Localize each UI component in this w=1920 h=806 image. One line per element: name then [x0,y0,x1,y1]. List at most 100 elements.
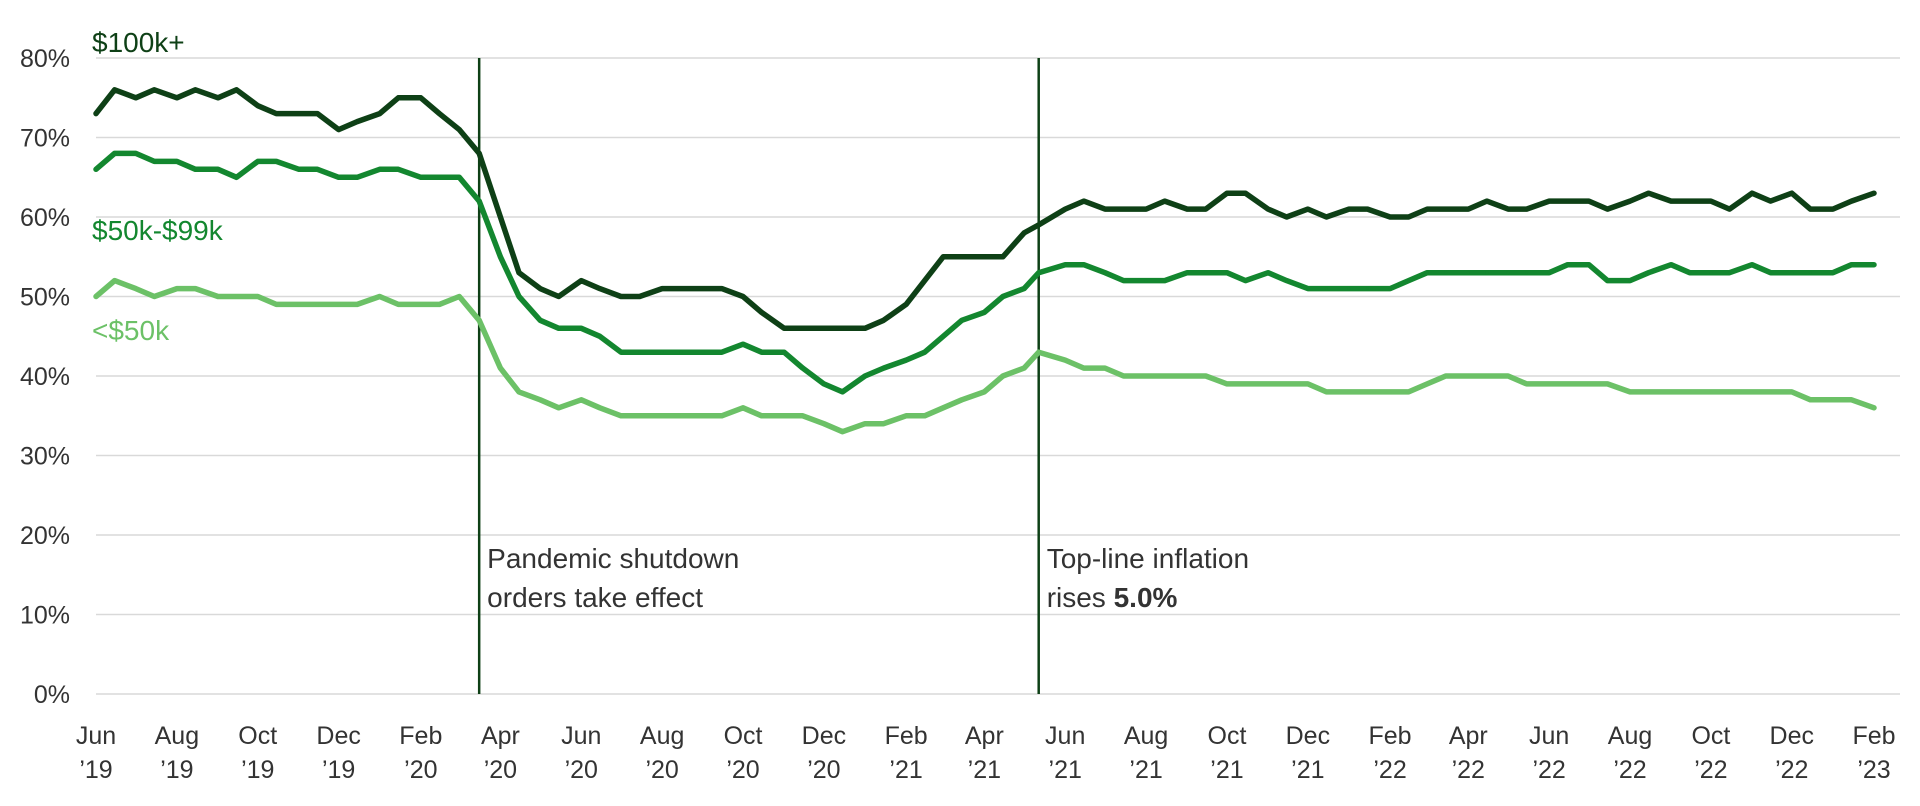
data-point [1022,366,1026,370]
data-point [1525,207,1529,211]
data-point [396,167,400,171]
data-point [882,422,886,426]
data-point [297,167,301,171]
data-point [1347,390,1351,394]
data-point [437,302,441,306]
data-point [923,350,927,354]
data-point [1587,263,1591,267]
data-point [437,112,441,116]
data-point [1347,207,1351,211]
data-point [1244,382,1248,386]
data-point [960,318,964,322]
data-point [94,295,98,298]
data-point [1103,366,1107,370]
data-point [216,167,220,171]
data-point [1466,207,1470,211]
data-point [1628,199,1632,203]
data-point [1037,271,1041,275]
data-point [396,302,400,306]
data-point [297,302,301,306]
data-point [1204,207,1208,211]
data-point [1388,215,1392,219]
data-point [557,295,561,298]
data-point [498,255,502,259]
data-point [355,175,359,179]
data-point [1103,207,1107,211]
data-point [1790,191,1794,195]
x-tick-month: Dec [316,722,360,750]
data-point [660,287,664,291]
y-tick-label: 60% [20,204,70,232]
x-tick-month: Oct [1691,722,1730,750]
data-point [801,414,805,418]
annotation-text: Top-line inflation [1047,543,1249,574]
annotation-value: 5.0% [1114,582,1178,613]
data-point [1525,382,1529,386]
data-point [579,279,583,283]
data-point [1163,279,1167,283]
x-tick-month: Feb [1852,722,1895,750]
data-point [1669,390,1673,394]
data-point [477,318,481,322]
data-point [1808,398,1812,402]
data-point [337,302,341,306]
data-point [378,295,382,298]
data-point [1808,271,1812,275]
data-point [113,88,117,92]
data-point [134,287,138,291]
data-point [1647,271,1651,275]
data-point [1082,199,1086,203]
x-tick-month: Aug [640,722,684,750]
data-point [1366,390,1370,394]
data-point [1425,207,1429,211]
data-point [1628,279,1632,283]
data-point [1727,207,1731,211]
data-point [638,295,642,298]
data-point [619,350,623,354]
x-tick-year: ’22 [1452,756,1485,784]
x-tick-year: ’20 [807,756,840,784]
data-point [1485,199,1489,203]
data-point [1122,374,1126,378]
data-point [1001,295,1005,298]
data-point [1669,263,1673,267]
data-point [960,398,964,402]
data-point [1647,191,1651,195]
data-point [193,88,197,92]
x-tick-year: ’23 [1857,756,1890,784]
data-point [598,287,602,291]
data-point [216,96,220,100]
data-point [701,287,705,291]
x-tick-month: Feb [885,722,928,750]
data-point [1022,287,1026,291]
data-point [679,350,683,354]
data-point [1266,207,1270,211]
data-point [941,406,945,410]
data-point [1444,207,1448,211]
data-point [1022,231,1026,235]
data-point [517,295,521,298]
data-point [1566,199,1570,203]
x-tick-year: ’21 [889,756,922,784]
data-point [579,398,583,402]
data-point [1769,271,1773,275]
data-point [1037,223,1041,227]
x-tick-year: ’20 [404,756,437,784]
data-point [1669,199,1673,203]
data-point [1605,279,1609,283]
data-point [1485,374,1489,378]
data-point [1225,382,1229,386]
data-point [1063,358,1067,362]
data-point [1425,271,1429,275]
data-point [1306,382,1310,386]
data-point [1144,279,1148,283]
data-point [782,326,786,330]
data-point [175,159,179,163]
annotation-line: Top-line inflation [1047,543,1249,574]
data-point [1849,398,1853,402]
data-point [1388,390,1392,394]
data-point [863,422,867,426]
x-tick-year: ’20 [645,756,678,784]
data-point [1709,271,1713,275]
y-axis-ticks: 0% 10% 20% 30% 40% 50% 60% 70% 80% [20,45,70,709]
